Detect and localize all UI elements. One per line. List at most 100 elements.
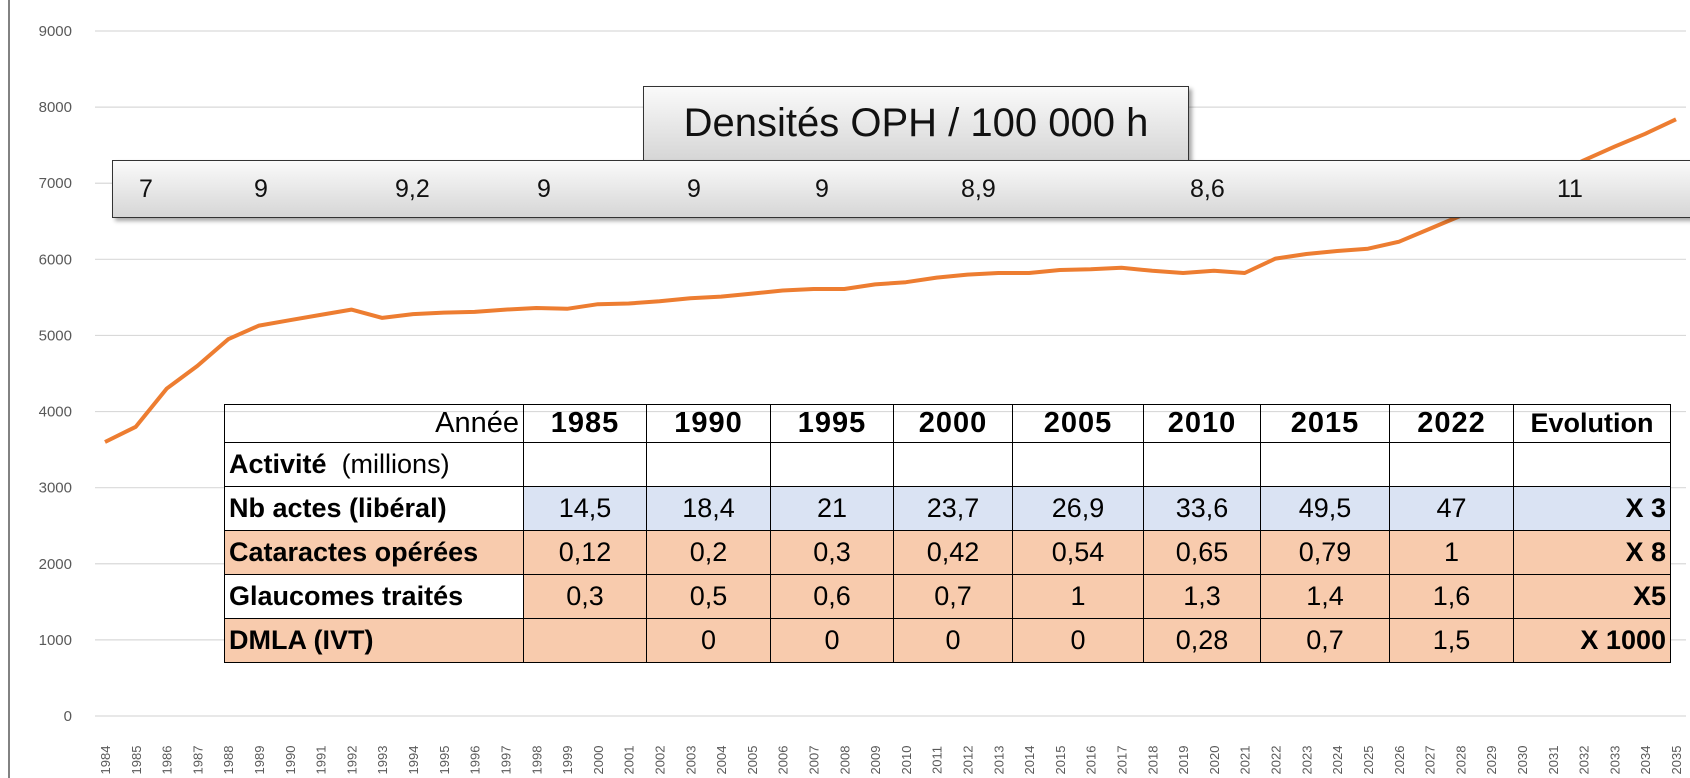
density-label: 9 [537, 175, 551, 203]
activity-label: Activité [229, 449, 327, 479]
x-tick-label: 1999 [560, 746, 575, 775]
x-tick-label: 2012 [961, 746, 976, 775]
density-label: 9 [815, 175, 829, 203]
density-label: 8,6 [1190, 175, 1225, 203]
table-cell: 0,7 [1260, 618, 1390, 663]
table-cell: 0 [770, 618, 894, 663]
table-cell: 0,42 [893, 530, 1013, 575]
table-cell: 23,7 [893, 486, 1013, 531]
x-tick-label: 2034 [1638, 746, 1653, 775]
density-label: 9 [687, 175, 701, 203]
table-cell: Cataractes opérées [224, 530, 524, 575]
table-cell [1143, 442, 1261, 487]
x-tick-label: 2017 [1115, 746, 1130, 775]
table-cell: 0,3 [770, 530, 894, 575]
table-cell: X5 [1513, 574, 1671, 619]
y-tick-label: 0 [64, 708, 72, 725]
x-tick-label: 1991 [314, 746, 329, 775]
x-tick-label: 1989 [252, 746, 267, 775]
x-tick-label: 2021 [1238, 746, 1253, 775]
x-tick-label: 1986 [160, 746, 175, 775]
x-tick-label: 1996 [468, 746, 483, 775]
table-cell: 0,54 [1012, 530, 1144, 575]
table-cell: 2022 [1389, 404, 1514, 443]
table-cell [1012, 442, 1144, 487]
x-tick-label: 2013 [991, 746, 1006, 775]
x-tick-label: 2015 [1053, 746, 1068, 775]
table-cell [1389, 442, 1514, 487]
y-tick-label: 9000 [39, 23, 72, 40]
table-cell [1260, 442, 1390, 487]
data-row: Nb actes (libéral) 14,5 18,4 21 23,7 26,9 33,6… [224, 486, 1671, 531]
density-label: 11 [1557, 175, 1583, 203]
x-tick-label: 2005 [745, 746, 760, 775]
x-tick-label: 2018 [1145, 746, 1160, 775]
x-tick-label: 2035 [1669, 746, 1684, 775]
x-tick-label: 1988 [221, 746, 236, 775]
table-cell: X 1000 [1513, 618, 1671, 663]
table-cell: 1985 [523, 404, 647, 443]
table-cell: 0,79 [1260, 530, 1390, 575]
x-tick-label: 2004 [714, 746, 729, 775]
table-cell: Glaucomes traités [224, 574, 524, 619]
table-cell: 0,12 [523, 530, 647, 575]
table-cell: Evolution [1513, 404, 1671, 443]
x-tick-label: 1985 [129, 746, 144, 775]
x-tick-label: 1995 [437, 746, 452, 775]
x-tick-label: 2020 [1207, 746, 1222, 775]
x-tick-label: 2016 [1084, 746, 1099, 775]
table-cell: 47 [1389, 486, 1514, 531]
x-tick-label: 2023 [1299, 746, 1314, 775]
table-cell: 0,5 [646, 574, 771, 619]
table-cell [770, 442, 894, 487]
x-tick-label: 2014 [1022, 746, 1037, 775]
table-cell: Année [224, 404, 524, 443]
x-tick-label: 2019 [1176, 746, 1191, 775]
header-row: Année 1985 1990 1995 2000 2005 2010 2015 2022 Evo… [224, 404, 1671, 443]
table-cell [646, 442, 771, 487]
x-tick-label: 2010 [899, 746, 914, 775]
table-cell [523, 618, 647, 663]
y-tick-label: 8000 [39, 99, 72, 116]
x-tick-label: 2027 [1423, 746, 1438, 775]
y-tick-label: 5000 [39, 327, 72, 344]
table-cell: 0 [893, 618, 1013, 663]
density-label: 8,9 [961, 175, 996, 203]
table-cell: X 8 [1513, 530, 1671, 575]
x-tick-label: 1990 [283, 746, 298, 775]
table-cell: 0,28 [1143, 618, 1261, 663]
density-box: 7 9 9,2 9 9 9 8,9 8,6 11 [112, 160, 1690, 218]
table-cell: 18,4 [646, 486, 771, 531]
table-cell: X 3 [1513, 486, 1671, 531]
x-tick-label: 2030 [1515, 746, 1530, 775]
activity-unit: (millions) [341, 449, 450, 479]
table-cell: 0,7 [893, 574, 1013, 619]
data-row: DMLA (IVT) 0 0 0 0 0,28 0,7 1,5 X 1000 [224, 618, 1671, 663]
table-cell: 1,3 [1143, 574, 1261, 619]
x-tick-label: 2009 [868, 746, 883, 775]
density-label: 7 [139, 175, 153, 203]
x-tick-label: 2033 [1607, 746, 1622, 775]
x-tick-label: 2011 [930, 746, 945, 774]
x-tick-label: 2007 [806, 746, 821, 775]
table-cell: 2005 [1012, 404, 1144, 443]
x-tick-label: 1987 [190, 746, 205, 775]
table-cell: 0 [646, 618, 771, 663]
table-cell: 14,5 [523, 486, 647, 531]
y-tick-label: 7000 [39, 175, 72, 192]
table-cell: 26,9 [1012, 486, 1144, 531]
activity-table: Année 1985 1990 1995 2000 2005 2010 2015 2022 Evo… [224, 404, 1671, 663]
x-tick-label: 2003 [683, 746, 698, 775]
y-tick-label: 6000 [39, 251, 72, 268]
y-tick-label: 1000 [39, 632, 72, 649]
data-row: Glaucomes traités 0,3 0,5 0,6 0,7 1 1,3 1,4 1,6 X… [224, 574, 1671, 619]
x-tick-label: 2001 [622, 746, 637, 775]
table-cell: Nb actes (libéral) [224, 486, 524, 531]
x-tick-label: 2028 [1453, 746, 1468, 775]
table-cell: 1990 [646, 404, 771, 443]
y-tick-label: 4000 [39, 404, 72, 421]
activity-row: Activité (millions) [224, 442, 1671, 487]
table-cell [1513, 442, 1671, 487]
x-tick-label: 2022 [1269, 746, 1284, 775]
